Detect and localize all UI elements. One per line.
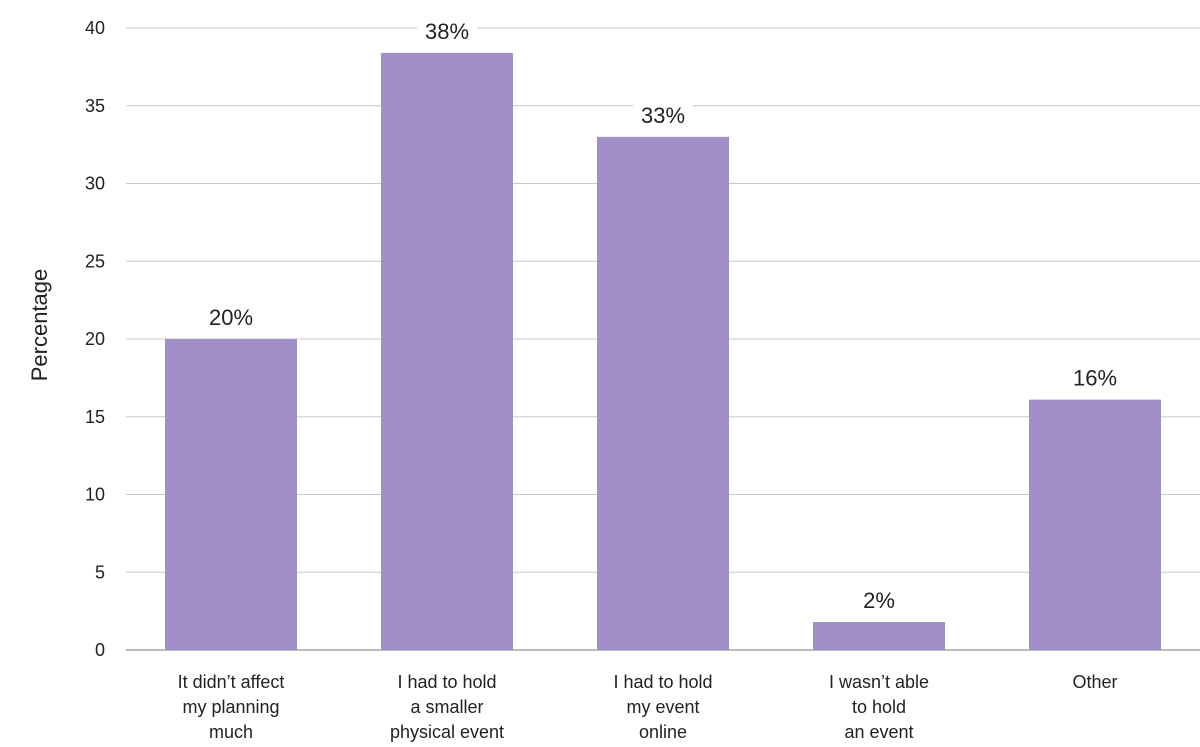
bar	[165, 339, 297, 650]
x-category-label: I had to hold a smaller physical event	[390, 672, 504, 742]
x-category-label: Other	[1072, 672, 1117, 692]
y-tick-label: 40	[85, 18, 105, 38]
label-background	[200, 305, 262, 330]
y-tick-label: 35	[85, 96, 105, 116]
x-category-label: I wasn’t able to hold an event	[829, 672, 929, 742]
x-category-label: I had to hold my event online	[613, 672, 712, 742]
bar-value-label: 16%	[1073, 366, 1117, 391]
label-background	[1064, 365, 1126, 391]
y-tick-label: 10	[85, 485, 105, 505]
bar	[813, 622, 945, 650]
bar	[597, 136, 729, 651]
label-background	[632, 102, 694, 128]
y-tick-label: 15	[85, 407, 105, 427]
x-category-label: It didn’t affect my planning much	[178, 672, 285, 742]
bar	[1029, 399, 1161, 650]
bar-value-label: 33%	[641, 103, 685, 128]
y-tick-label: 25	[85, 251, 105, 271]
y-axis-title: Percentage	[27, 269, 52, 382]
y-tick-label: 20	[85, 329, 105, 349]
label-background	[855, 588, 903, 614]
bar-value-label: 38%	[425, 19, 469, 44]
y-tick-label: 30	[85, 174, 105, 194]
y-axis-ticks: 0 5 10 15 20 25 30 35 40	[85, 18, 105, 660]
y-tick-label: 5	[95, 562, 105, 582]
x-axis-categories: It didn’t affect my planning much I had to …	[178, 672, 1118, 742]
label-background	[416, 18, 478, 44]
bar-value-label: 2%	[863, 588, 895, 613]
bar	[381, 52, 513, 650]
y-tick-label: 0	[95, 640, 105, 660]
data-labels: 20% 38% 33% 2% 16%	[200, 18, 1126, 614]
bar-value-label: 20%	[209, 305, 253, 330]
bars	[165, 52, 1161, 651]
